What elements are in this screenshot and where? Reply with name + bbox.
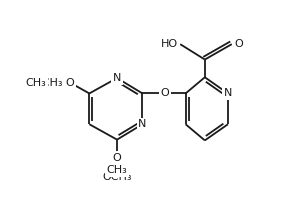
Text: O: O	[66, 78, 75, 88]
Text: OCH₃: OCH₃	[102, 172, 132, 182]
Text: HO: HO	[161, 39, 178, 49]
Text: CH₃: CH₃	[107, 165, 127, 175]
Text: O: O	[113, 153, 122, 163]
Text: N: N	[224, 88, 232, 98]
Text: O: O	[160, 88, 169, 98]
Text: N: N	[113, 73, 121, 83]
Text: OCH₃: OCH₃	[33, 78, 63, 88]
Text: CH₃: CH₃	[26, 78, 46, 88]
Text: O: O	[234, 39, 243, 49]
Text: N: N	[138, 119, 147, 129]
